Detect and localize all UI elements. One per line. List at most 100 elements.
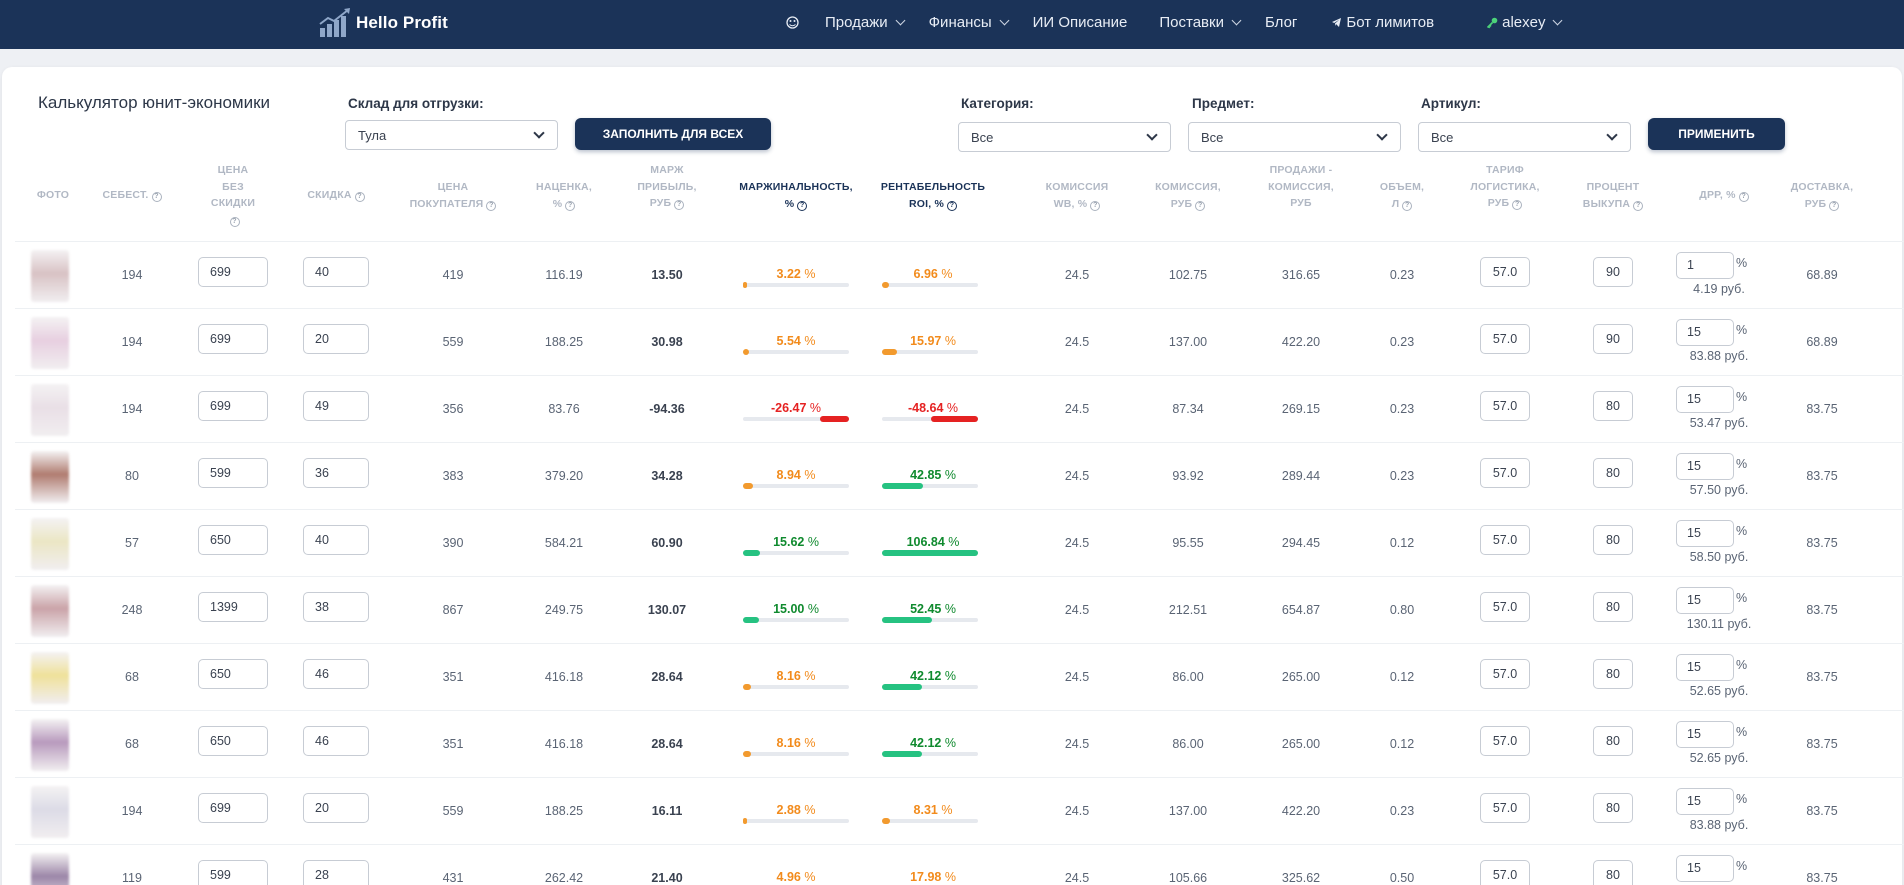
nav-user[interactable]: alexey [1486,14,1564,31]
input-logistics[interactable]: 57.0 [1480,659,1530,689]
cell-volume: 0.50 [1389,871,1415,885]
input-discount[interactable]: 40 [303,257,369,287]
product-photo[interactable] [31,317,69,369]
input-price[interactable]: 650 [198,525,268,555]
input-price[interactable]: 599 [198,860,268,885]
input-buyout[interactable]: 80 [1593,726,1633,756]
help-icon[interactable]: ? [1633,200,1644,211]
input-discount[interactable]: 46 [303,726,369,756]
logo[interactable]: Hello Profit [318,7,448,39]
help-icon[interactable]: ? [797,200,808,211]
help-icon[interactable]: ? [1738,192,1749,202]
input-buyout[interactable]: 90 [1593,257,1633,287]
product-photo[interactable] [31,250,69,302]
product-photo[interactable] [31,585,69,637]
input-logistics[interactable]: 57.0 [1480,391,1530,421]
category-select[interactable]: Все [958,122,1171,152]
nav-sales[interactable]: Продажи [825,14,907,31]
input-price[interactable]: 650 [198,659,268,689]
help-icon[interactable]: ? [229,216,240,227]
input-discount[interactable]: 38 [303,592,369,622]
input-drr[interactable]: 15 [1676,721,1734,748]
help-icon[interactable]: ? [1512,200,1523,210]
help-icon[interactable]: ? [1090,200,1101,211]
cell-margin_profit: 21.40 [651,871,683,885]
nav-limits-bot[interactable]: Бот лимитов [1331,14,1434,31]
theme-icon[interactable] [786,16,799,29]
input-buyout[interactable]: 80 [1593,391,1633,421]
input-discount[interactable]: 28 [303,860,369,885]
product-photo[interactable] [31,384,69,436]
help-icon[interactable]: ? [1402,200,1413,211]
product-photo[interactable] [31,518,69,570]
cell-margin_profit: 34.28 [651,469,683,483]
category-value: Все [971,130,994,145]
input-discount[interactable]: 20 [303,324,369,354]
input-discount[interactable]: 36 [303,458,369,488]
input-price[interactable]: 699 [198,257,268,287]
nav-supplies[interactable]: Поставки [1159,14,1243,31]
percent-sign: % [1736,792,1748,806]
input-logistics[interactable]: 57.0 [1480,860,1530,885]
input-buyout[interactable]: 90 [1593,324,1633,354]
input-buyout[interactable]: 80 [1593,458,1633,488]
product-photo[interactable] [31,853,69,885]
input-logistics[interactable]: 57.0 [1480,726,1530,756]
help-icon[interactable]: ? [486,200,497,211]
nav-ai-description[interactable]: ИИ Описание [1033,14,1128,31]
input-buyout[interactable]: 80 [1593,592,1633,622]
help-icon[interactable]: ? [1195,200,1206,211]
help-icon[interactable]: ? [947,200,958,211]
roi-progress-fill [882,282,889,288]
product-photo[interactable] [31,451,69,503]
input-logistics[interactable]: 57.0 [1480,592,1530,622]
fill-all-button[interactable]: ЗАПОЛНИТЬ ДЛЯ ВСЕХ [575,118,771,150]
input-discount[interactable]: 46 [303,659,369,689]
input-logistics[interactable]: 57.0 [1480,793,1530,823]
subject-select[interactable]: Все [1188,122,1401,152]
input-price[interactable]: 599 [198,458,268,488]
column-header-margin: МАРЖИНАЛЬНОСТЬ,%? [736,179,856,212]
input-drr[interactable]: 15 [1676,788,1734,815]
input-logistics[interactable]: 57.0 [1480,525,1530,555]
nav-blog[interactable]: Блог [1265,14,1297,31]
input-price[interactable]: 699 [198,324,268,354]
input-price[interactable]: 650 [198,726,268,756]
input-drr[interactable]: 15 [1676,587,1734,614]
margin-progress-fill [743,818,747,824]
cell-delivery: 83.75 [1806,402,1838,416]
input-drr[interactable]: 15 [1676,855,1734,882]
article-select[interactable]: Все [1418,122,1631,152]
help-icon[interactable]: ? [674,200,685,210]
help-icon[interactable]: ? [1829,200,1840,211]
input-drr[interactable]: 15 [1676,319,1734,346]
input-buyout[interactable]: 80 [1593,860,1633,885]
input-discount[interactable]: 40 [303,525,369,555]
help-icon[interactable]: ? [565,200,576,211]
product-photo[interactable] [31,652,69,704]
help-icon[interactable]: ? [354,192,365,202]
margin-progress-fill [820,416,849,422]
input-logistics[interactable]: 57.0 [1480,324,1530,354]
input-logistics[interactable]: 57.0 [1480,458,1530,488]
apply-button[interactable]: ПРИМЕНИТЬ [1648,118,1785,150]
input-buyout[interactable]: 80 [1593,525,1633,555]
product-photo[interactable] [31,786,69,838]
input-buyout[interactable]: 80 [1593,659,1633,689]
input-logistics[interactable]: 57.0 [1480,257,1530,287]
input-drr[interactable]: 15 [1676,386,1734,413]
input-drr[interactable]: 15 [1676,453,1734,480]
input-drr[interactable]: 15 [1676,520,1734,547]
input-price[interactable]: 699 [198,391,268,421]
warehouse-select[interactable]: Тула [345,120,558,150]
help-icon[interactable]: ? [151,192,162,202]
input-price[interactable]: 1399 [198,592,268,622]
input-price[interactable]: 699 [198,793,268,823]
input-buyout[interactable]: 80 [1593,793,1633,823]
nav-finance[interactable]: Финансы [929,14,1011,31]
input-discount[interactable]: 49 [303,391,369,421]
input-drr[interactable]: 15 [1676,654,1734,681]
input-discount[interactable]: 20 [303,793,369,823]
input-drr[interactable]: 1 [1676,252,1734,279]
product-photo[interactable] [31,719,69,771]
